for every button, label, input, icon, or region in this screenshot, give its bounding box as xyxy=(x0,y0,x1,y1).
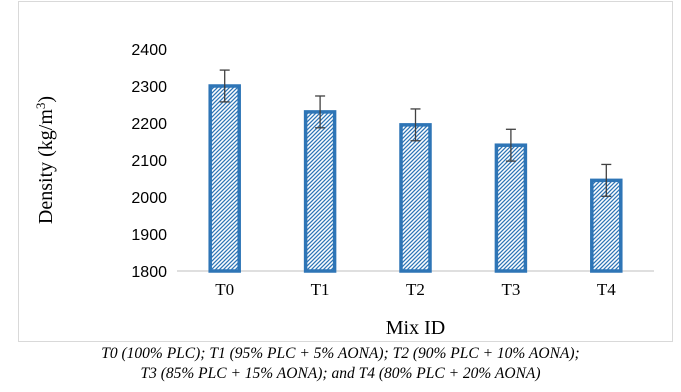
bar-t2 xyxy=(399,123,432,273)
x-tick-label-t2: T2 xyxy=(406,280,425,299)
error-bar-t1 xyxy=(315,95,326,129)
caption-line-1: T0 (100% PLC); T1 (95% PLC + 5% AONA); T… xyxy=(101,345,580,362)
bar-t3 xyxy=(494,143,528,273)
y-tick-label: 2200 xyxy=(131,116,167,133)
figure-caption: T0 (100% PLC); T1 (95% PLC + 5% AONA); T… xyxy=(0,344,681,384)
error-bars-group xyxy=(219,69,612,197)
error-bar-t0 xyxy=(219,69,230,103)
chart-area: 1800 1900 2000 2100 2200 2300 2400 T0 T1 T2 T3 T4 … xyxy=(18,1,673,342)
x-tick-label-t3: T3 xyxy=(501,280,520,299)
y-axis-ticks: 1800 1900 2000 2100 2200 2300 2400 xyxy=(131,42,167,281)
error-bar-t2 xyxy=(410,108,421,142)
y-axis-title-superscript: 3 xyxy=(33,103,48,110)
x-tick-label-t0: T0 xyxy=(215,280,234,299)
y-tick-label: 1800 xyxy=(131,264,167,281)
y-tick-label: 2100 xyxy=(131,153,167,170)
bar-t0 xyxy=(208,84,241,273)
error-bar-t4 xyxy=(601,163,612,197)
y-tick-label: 1900 xyxy=(131,227,167,244)
y-axis-title-main: Density (kg/m xyxy=(35,109,57,224)
bar-t1 xyxy=(303,110,337,273)
x-axis-title: Mix ID xyxy=(386,317,445,339)
error-bar-t3 xyxy=(505,128,516,162)
x-tick-label-t4: T4 xyxy=(597,280,616,299)
x-tick-label-t1: T1 xyxy=(311,280,330,299)
x-axis-ticks: T0 T1 T2 T3 T4 xyxy=(215,280,616,299)
y-axis-title-close: ) xyxy=(35,96,57,103)
y-tick-label: 2000 xyxy=(131,190,167,207)
y-tick-label: 2300 xyxy=(131,79,167,96)
y-axis-title: Density (kg/m3) xyxy=(33,96,58,224)
caption-line-2: T3 (85% PLC + 15% AONA); and T4 (80% PLC… xyxy=(140,365,541,382)
y-tick-label: 2400 xyxy=(131,42,167,59)
